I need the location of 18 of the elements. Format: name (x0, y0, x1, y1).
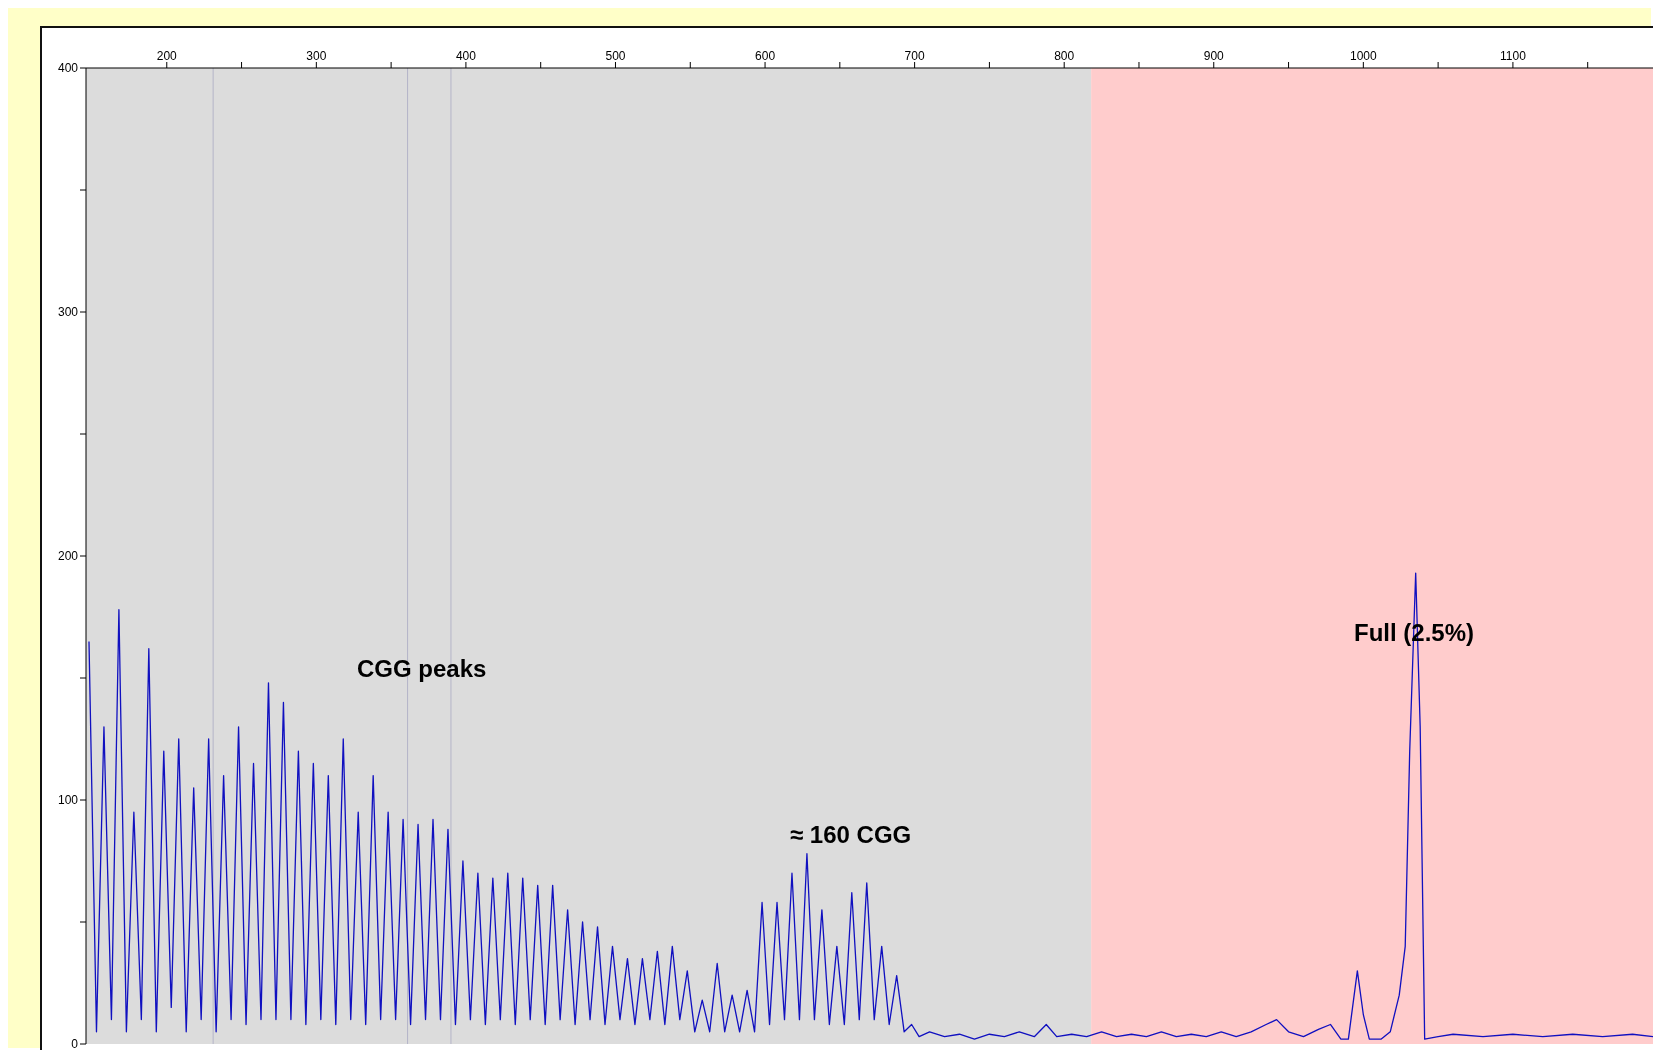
x-tick-label: 200 (156, 49, 178, 63)
x-tick-label: 900 (1203, 49, 1225, 63)
x-tick-label: 1100 (1500, 49, 1527, 63)
x-tick-label: 1000 (1349, 49, 1378, 63)
annotation: CGG peaks (357, 655, 487, 683)
x-tick-label: 600 (755, 49, 776, 63)
x-tick-label: 300 (306, 49, 327, 63)
annotation: ≈ 160 CGG (790, 821, 912, 849)
y-tick-label: 200 (57, 549, 79, 564)
x-tick-label: 400 (455, 49, 477, 63)
y-tick-label: 300 (57, 305, 79, 320)
y-tick-label: 100 (57, 793, 79, 808)
y-tick-label: 0 (71, 1037, 79, 1052)
x-tick-label: 800 (1054, 49, 1075, 63)
y-tick-label: 400 (57, 61, 79, 76)
line-series (88, 572, 1653, 1040)
x-tick-label: 700 (904, 49, 925, 63)
x-tick-label: 500 (605, 49, 626, 63)
